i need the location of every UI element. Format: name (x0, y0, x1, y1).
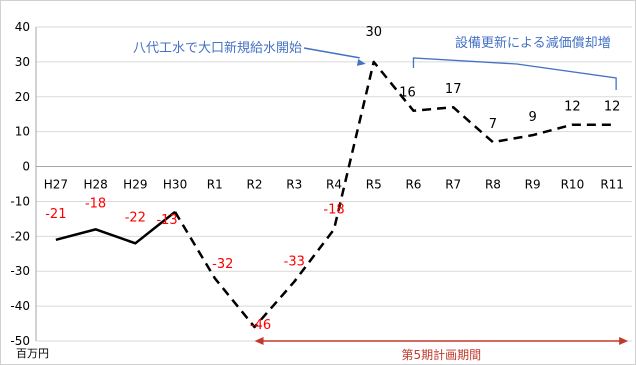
data-label: 7 (489, 117, 497, 132)
arrow-annotation-line (303, 47, 360, 59)
x-tick-label: R11 (600, 178, 624, 192)
y-tick-label: -20 (10, 229, 30, 243)
y-tick-label: -40 (10, 299, 30, 313)
arrow-annotation-head (356, 58, 366, 66)
x-axis-categories: H27 H28 H29 H30 R1 R2 R3 R4 R5 R6 R7 R8 R9 R10 R11 (44, 178, 624, 192)
y-tick-label: -30 (10, 264, 30, 278)
data-label: -18 (323, 202, 344, 217)
y-tick-label: -10 (10, 194, 30, 208)
y-tick-label: 20 (15, 90, 30, 104)
x-tick-label: H29 (123, 178, 147, 192)
x-tick-label: R3 (286, 178, 302, 192)
data-label: 9 (529, 110, 537, 125)
annotations: 八代工水で大口新規給水開始 設備更新による減価償却増 第5期計画期間 百万円 (16, 35, 629, 362)
data-label: -46 (250, 318, 271, 333)
y-tick-label: 30 (15, 55, 30, 69)
x-tick-label: R9 (525, 178, 541, 192)
data-label: -33 (284, 255, 305, 270)
data-label: 12 (604, 100, 621, 115)
x-tick-label: R4 (326, 178, 342, 192)
period-arrow-head-right (619, 337, 629, 345)
data-label: -22 (125, 210, 146, 225)
x-tick-label: R7 (445, 178, 461, 192)
y-unit-label: 百万円 (16, 347, 49, 360)
data-label: 30 (365, 25, 382, 40)
bracket-annotation-line (412, 57, 617, 90)
y-tick-label: 0 (22, 160, 30, 174)
x-tick-label: R8 (485, 178, 501, 192)
series-solid-segment (55, 210, 176, 245)
bracket-annotation-label: 設備更新による減価償却増 (455, 35, 611, 51)
data-label: 17 (445, 82, 462, 97)
x-tick-label: R10 (561, 178, 585, 192)
data-label: 16 (399, 86, 416, 101)
data-label: -18 (85, 196, 106, 211)
x-tick-label: H30 (163, 178, 187, 192)
y-tick-label: -50 (10, 334, 30, 348)
data-label: -13 (156, 213, 177, 228)
x-tick-label: H28 (83, 178, 107, 192)
data-label: -21 (45, 207, 66, 222)
y-axis-ticks: 40 30 20 10 0 -10 -20 -30 -40 -50 (10, 20, 30, 348)
y-tick-label: 10 (15, 125, 30, 139)
x-tick-label: R1 (207, 178, 223, 192)
period-label: 第5期計画期間 (402, 347, 482, 362)
series-line (55, 60, 613, 329)
y-tick-label: 40 (15, 20, 30, 34)
x-tick-label: H27 (44, 178, 68, 192)
series-dashed-segment (173, 60, 613, 329)
data-label: 12 (564, 100, 581, 115)
period-arrow-head-left (254, 337, 264, 345)
x-tick-label: R6 (405, 178, 421, 192)
arrow-annotation-label: 八代工水で大口新規給水開始 (133, 40, 302, 56)
x-tick-label: R2 (247, 178, 263, 192)
x-tick-label: R5 (366, 178, 382, 192)
data-label: -32 (212, 257, 233, 272)
data-labels: -21 -18 -22 -13 -32 -46 -33 -18 30 16 17 7 9 12 12 (45, 25, 620, 333)
